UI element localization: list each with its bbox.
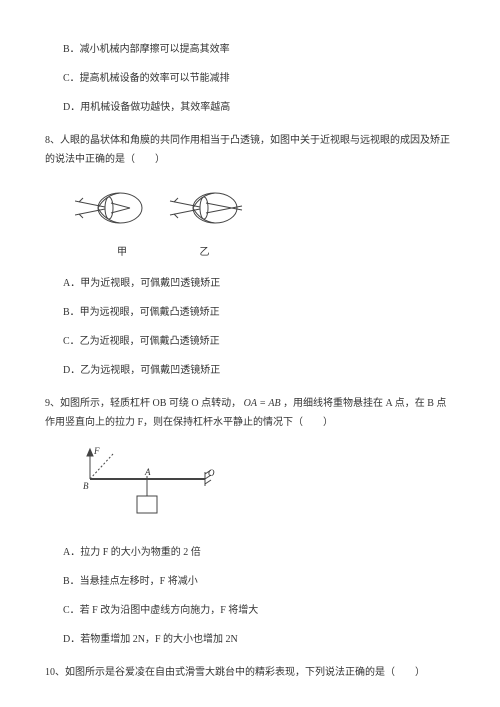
q7-option-b: B．减小机械内部摩擦可以提高其效率	[63, 40, 455, 59]
q9-label-a: A	[144, 467, 151, 477]
q7-option-c: C．提高机械设备的效率可以节能减排	[63, 69, 455, 88]
q8-figure: 甲 乙	[75, 181, 455, 262]
q9-label-b: B	[83, 481, 89, 491]
q8-option-c: C．乙为近视眼，可佩戴凸透镜矫正	[63, 332, 455, 351]
q10-stem: 10、如图所示是谷爱凌在自由式滑雪大跳台中的精彩表现，下列说法正确的是（ ）	[45, 663, 455, 682]
q8-option-b: B．甲为远视眼，可佩戴凸透镜矫正	[63, 303, 455, 322]
q8-option-d: D．乙为远视眼，可佩戴凹透镜矫正	[63, 361, 455, 380]
q9-ratio: OA = AB	[244, 398, 281, 409]
q8-label-jia: 甲	[117, 243, 127, 262]
q8-option-a: A．甲为近视眼，可佩戴凹透镜矫正	[63, 274, 455, 293]
q9-option-c: C．若 F 改为沿图中虚线方向施力，F 将增大	[63, 601, 455, 620]
q9-stem: 9、如图所示，轻质杠杆 OB 可绕 O 点转动， OA = AB ，用细线将重物…	[45, 394, 455, 432]
q9-label-f: F	[93, 446, 100, 456]
q9-option-a: A．拉力 F 的大小为物重的 2 倍	[63, 543, 455, 562]
q9-figure: F A B O	[75, 444, 455, 531]
q7-option-d: D．用机械设备做功越快，其效率越高	[63, 98, 455, 117]
q8-label-yi: 乙	[200, 243, 210, 262]
q9-label-o: O	[208, 468, 215, 478]
q9-option-d: D．若物重增加 2N，F 的大小也增加 2N	[63, 630, 455, 649]
q8-stem: 8、人眼的晶状体和角膜的共同作用相当于凸透镜，如图中关于近视眼与远视眼的成因及矫…	[45, 131, 455, 169]
q9-option-b: B．当悬挂点左移时，F 将减小	[63, 572, 455, 591]
q9-stem-part1: 9、如图所示，轻质杠杆 OB 可绕 O 点转动，	[45, 398, 241, 409]
